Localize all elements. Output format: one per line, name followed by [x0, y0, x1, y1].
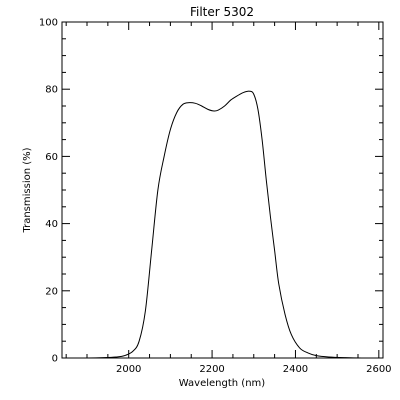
x-axis-label: Wavelength (nm) [179, 378, 265, 389]
y-tick-label: 20 [45, 286, 58, 297]
chart-title: Filter 5302 [190, 5, 254, 19]
axis-ticks [62, 21, 383, 359]
series-layer [61, 90, 379, 359]
y-axis-label: Transmission (%) [22, 147, 33, 233]
x-tick-label: 2400 [283, 364, 308, 375]
y-tick-label: 60 [45, 152, 58, 163]
y-tick-label: 40 [45, 219, 58, 230]
x-tick-label: 2600 [366, 364, 391, 375]
y-tick-label: 100 [39, 18, 58, 29]
axis-tick-labels: 2000 2200 2400 2600 0 20 40 60 80 100 [39, 18, 392, 376]
x-tick-label: 2000 [116, 364, 141, 375]
y-tick-label: 80 [45, 85, 58, 96]
x-tick-label: 2200 [199, 364, 224, 375]
y-tick-label: 0 [52, 354, 58, 365]
series-line-0 [61, 90, 379, 359]
